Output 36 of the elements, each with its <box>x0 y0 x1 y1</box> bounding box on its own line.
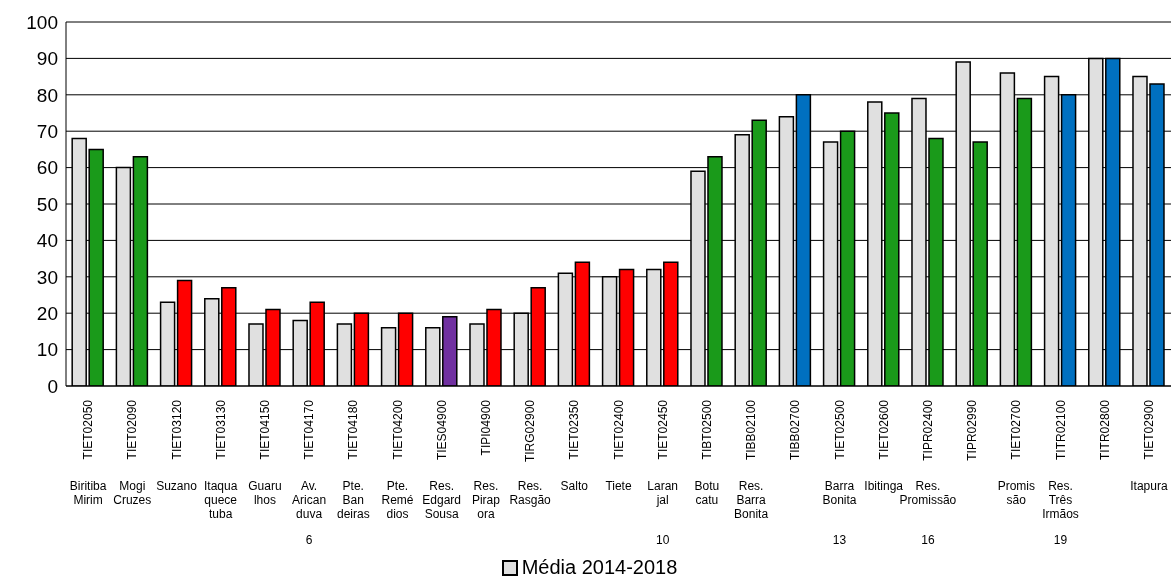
category-label: TIET02700 Promis são <box>997 400 1035 507</box>
category-label: TIBB02100 Res. Barra Bonita <box>734 400 769 521</box>
category-label: TIET02350 Salto <box>560 400 588 493</box>
x-tick-label: TITR02800 <box>1097 399 1112 461</box>
y-tick-label: 20 <box>36 302 58 324</box>
y-tick-label: 70 <box>36 120 58 142</box>
category-label: TIET04150 Guaru lhos <box>248 400 282 507</box>
y-tick-label: 50 <box>36 193 58 215</box>
y-tick-label: 80 <box>36 84 58 106</box>
category-label: TIET02600 Ibitinga <box>864 400 904 493</box>
y-tick-label: 90 <box>36 48 58 70</box>
category-label: TIES04900 Res. Edgard Sousa <box>422 400 462 521</box>
category-label: TIET02050 Biritiba Mirim <box>69 400 107 507</box>
category-label: TIET02450 Laran jal 10 <box>647 400 679 547</box>
category-label: TIET02500 Barra Bonita 13 <box>822 400 857 547</box>
category-label: TIET02900 Itapura <box>1130 400 1168 493</box>
legend-label: Média 2014-2018 <box>520 556 678 579</box>
category-label: TIRG02900 Res. Rasgão <box>509 400 551 507</box>
category-label: TIET02400 Tiete <box>605 400 632 493</box>
category-label: TIET04200 Pte. Remé dios <box>381 400 414 521</box>
category-label: TIET03130 Itaqua quece tuba <box>204 400 238 521</box>
category-label: TIET04170 Av. Arican duva 6 <box>292 400 327 547</box>
category-label: TIBT02500 Botu catu <box>694 400 720 507</box>
y-tick-label: 60 <box>36 157 58 179</box>
y-tick-label: 100 <box>26 11 58 33</box>
y-tick-label: 0 <box>47 375 58 397</box>
category-label: TIET02090 Mogi Cruzes <box>113 400 152 507</box>
category-label: TITR02100 Res. Três Irmãos 19 <box>1042 400 1079 547</box>
y-tick-label: 30 <box>36 266 58 288</box>
y-tick-label: 40 <box>36 230 58 252</box>
category-label: TIET03120 Suzano <box>156 400 197 493</box>
x-tick-label: TIBB02700 <box>788 399 803 461</box>
y-tick-label: 10 <box>36 339 58 361</box>
category-label: TIPI04900 Res. Pirap ora <box>471 400 500 521</box>
category-label: TIET04180 Pte. Ban deiras <box>336 400 370 521</box>
x-tick-label: TIPR02990 <box>965 399 980 461</box>
